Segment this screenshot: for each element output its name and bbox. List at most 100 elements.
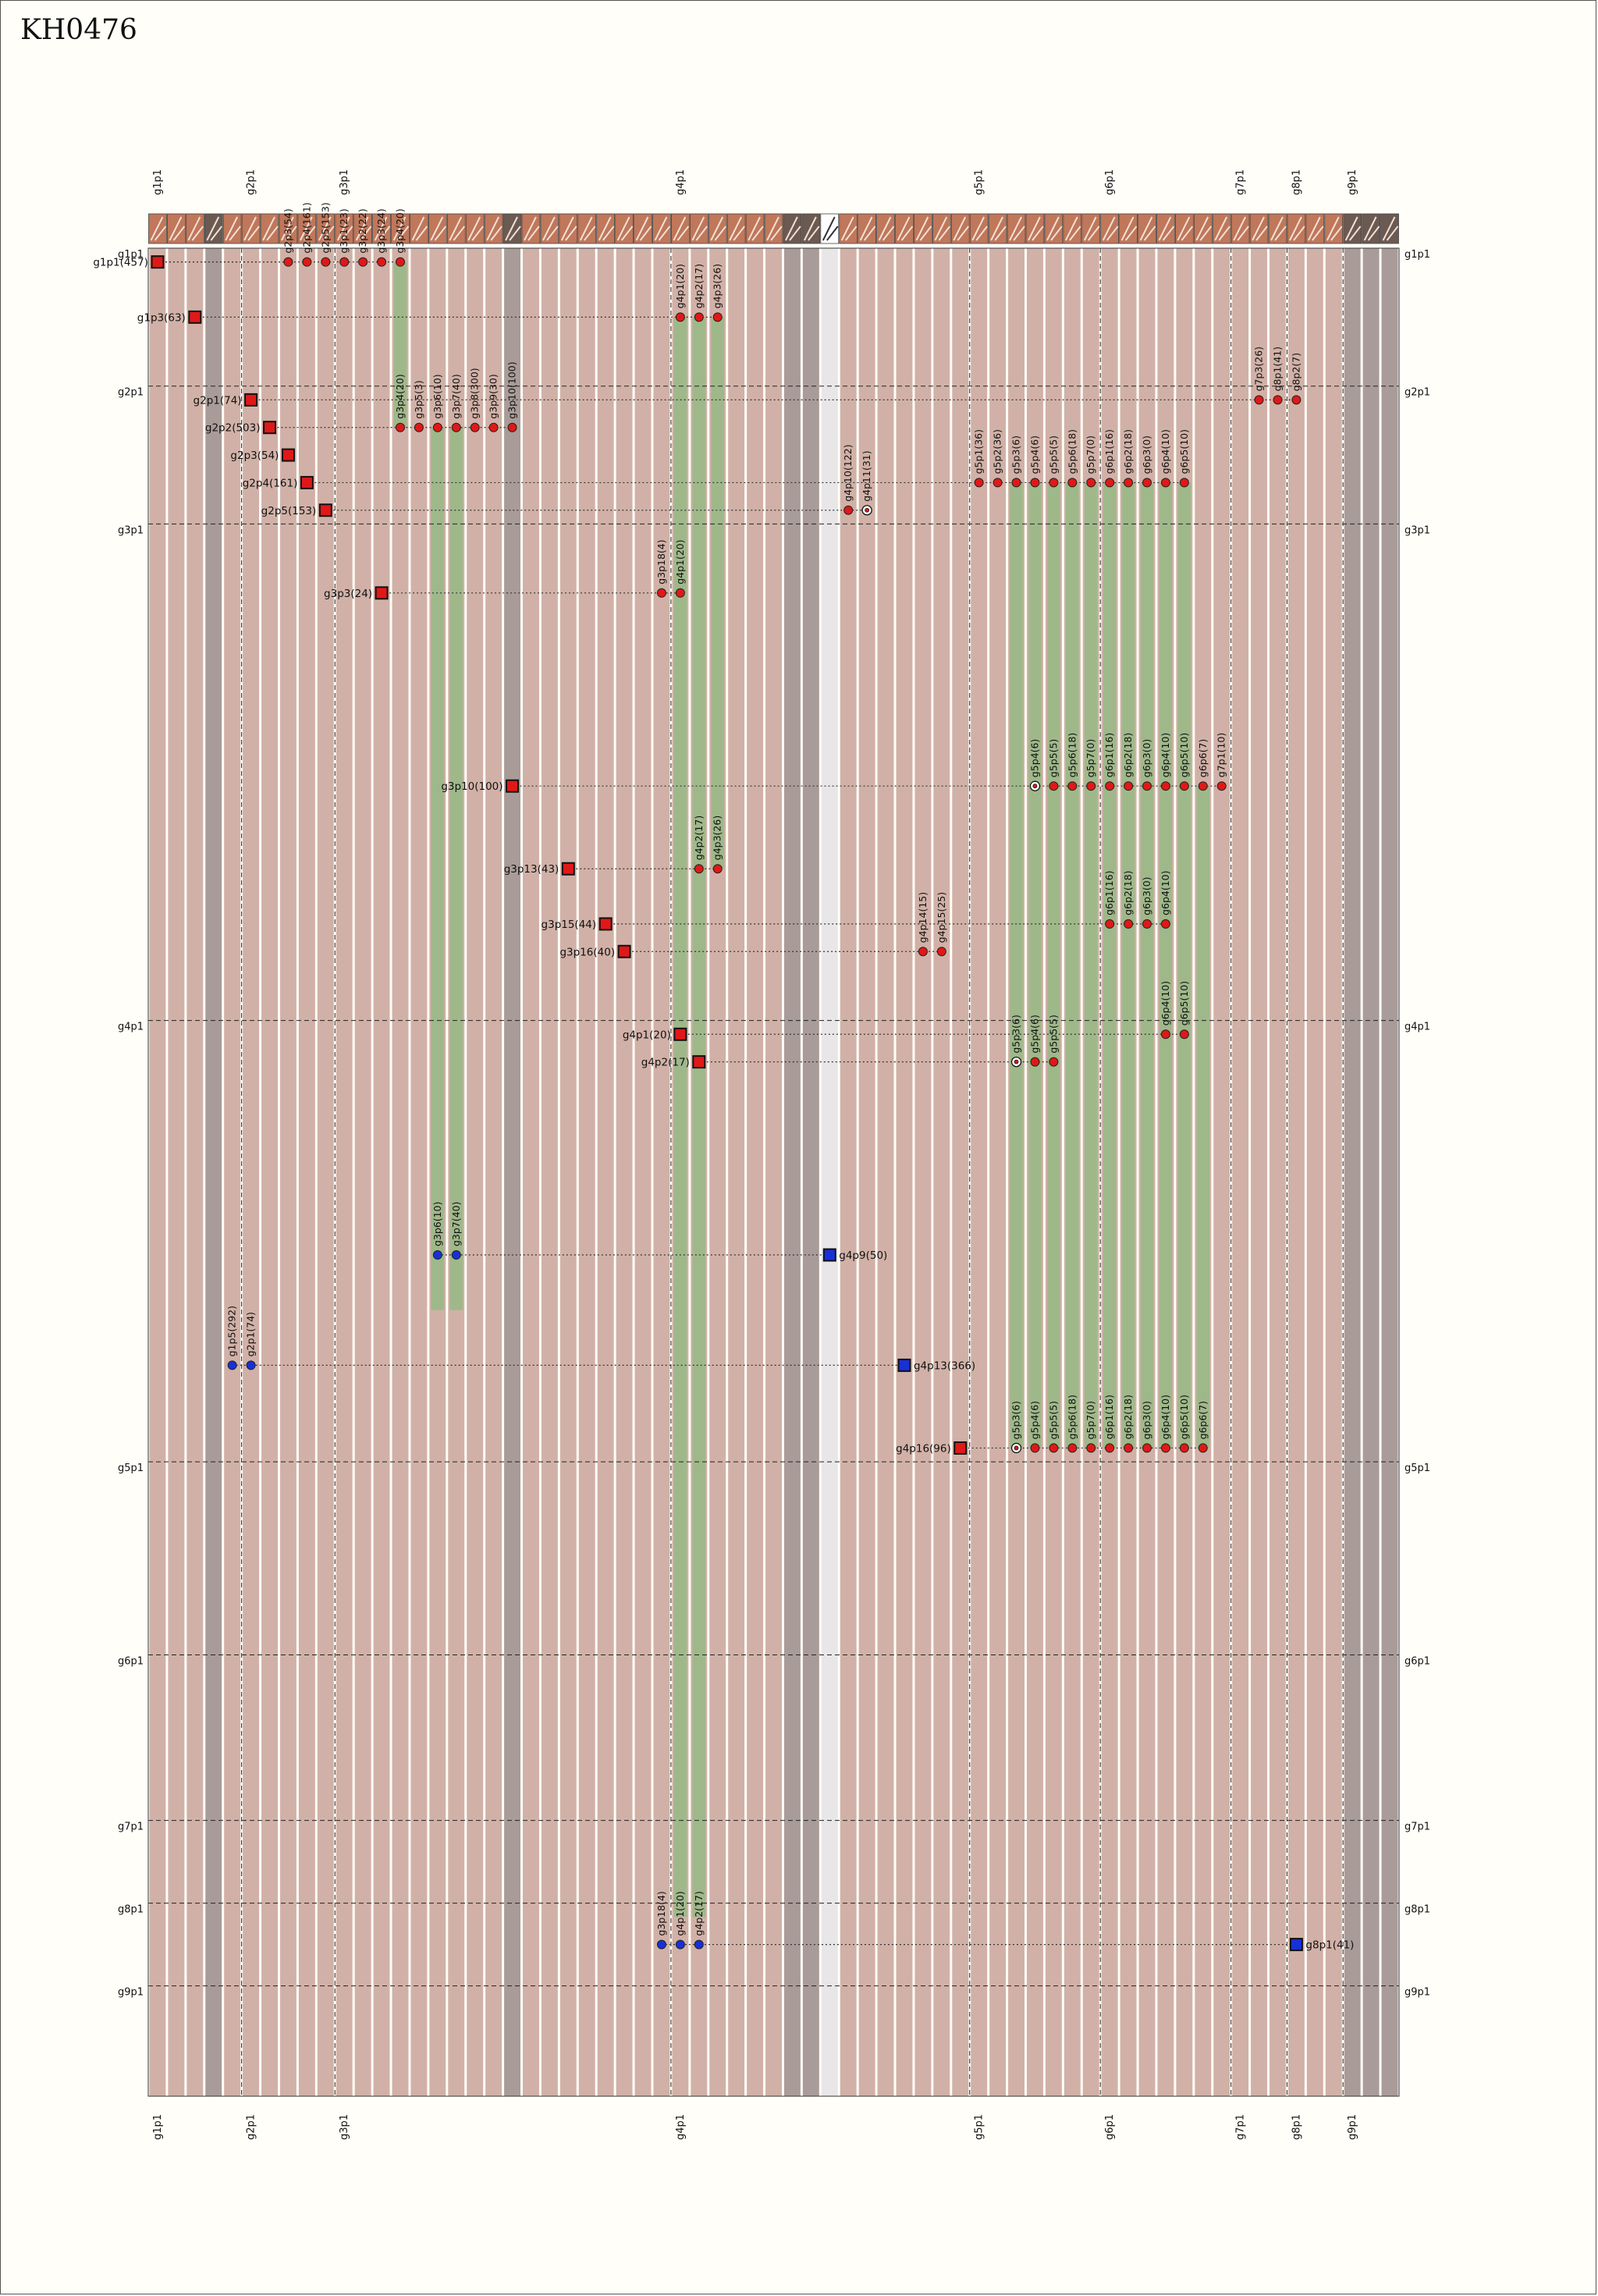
- swatch-hatch: [430, 216, 444, 241]
- blue-gene-dot: [451, 1250, 461, 1260]
- swatch-hatch: [729, 216, 743, 241]
- swatch-hatch: [882, 226, 895, 241]
- anchor-label: g4p13(366): [914, 1359, 975, 1372]
- swatch-hatch: [676, 226, 690, 241]
- swatch-hatch: [766, 216, 779, 241]
- gene-label: g6p1(16): [1103, 870, 1115, 915]
- red-anchor-square: [598, 917, 613, 931]
- blue-gene-dot: [656, 1939, 666, 1949]
- swatch-hatch: [505, 216, 518, 241]
- swatch-hatch: [243, 216, 257, 241]
- swatch-hatch: [392, 216, 407, 241]
- anchor-label: g2p2(503): [205, 422, 261, 435]
- red-gene-dot: [1291, 395, 1301, 405]
- red-gene-dot: [1124, 781, 1134, 791]
- red-anchor-square: [673, 1027, 687, 1041]
- gene-label: g6p2(18): [1122, 429, 1134, 474]
- red-gene-dot: [1030, 1443, 1040, 1453]
- gene-label: g1p5(292): [226, 1306, 238, 1356]
- gene-label: g4p1(20): [674, 1891, 686, 1935]
- row-group-label-right: g8p1: [1404, 1904, 1430, 1916]
- blue-gene-dot: [675, 1939, 685, 1949]
- swatch-hatch: [714, 226, 726, 241]
- gene-label: g6p6(7): [1197, 739, 1209, 777]
- gene-label: g3p5(3): [413, 380, 424, 418]
- column-stripe: [186, 248, 204, 2096]
- row-group-label-right: g6p1: [1404, 1656, 1430, 1668]
- swatch-hatch: [803, 216, 817, 241]
- swatch-hatch: [733, 226, 745, 241]
- gene-label: g6p5(10): [1178, 1395, 1190, 1439]
- red-anchor-square: [300, 475, 314, 489]
- blue-anchor-square: [897, 1358, 911, 1372]
- gene-label: g6p3(0): [1141, 1401, 1152, 1439]
- red-anchor-square: [692, 1055, 706, 1069]
- swatch-hatch: [602, 226, 615, 241]
- gene-label: g5p5(5): [1047, 1401, 1059, 1439]
- red-gene-dot: [1216, 781, 1227, 791]
- gene-label: g3p9(30): [488, 374, 499, 418]
- gene-label: g5p4(6): [1028, 435, 1040, 474]
- column-stripe: [802, 248, 819, 2096]
- swatch-hatch: [1382, 216, 1396, 241]
- gene-label: g4p3(26): [712, 264, 723, 308]
- swatch-hatch: [154, 226, 167, 241]
- swatch-hatch: [658, 226, 671, 241]
- gene-label: g2p5(153): [319, 202, 331, 253]
- swatch-hatch: [172, 226, 186, 241]
- red-gene-dot: [1198, 781, 1208, 791]
- swatch-hatch: [1009, 216, 1022, 241]
- red-gene-dot: [675, 312, 685, 322]
- column-stripe: [1232, 248, 1249, 2096]
- column-stripe: [261, 248, 278, 2096]
- red-gene-dot: [1105, 919, 1115, 929]
- row-group-label-left: g6p1: [118, 1656, 144, 1668]
- swatch-hatch: [1158, 216, 1172, 241]
- red-anchor-square: [188, 310, 202, 324]
- red-gene-dot: [843, 505, 854, 515]
- red-gene-dot: [321, 257, 331, 267]
- column-group-label-bottom: g6p1: [1104, 2114, 1116, 2140]
- column-stripe: [747, 248, 764, 2096]
- swatch-hatch: [546, 226, 559, 241]
- column-group-label-top: g5p1: [974, 169, 985, 195]
- red-gene-dot: [1105, 1443, 1115, 1453]
- swatch-hatch: [262, 216, 275, 241]
- column-stripe: [467, 248, 484, 2096]
- swatch-hatch: [1032, 226, 1044, 241]
- red-gene-dot: [1160, 1029, 1170, 1040]
- swatch-hatch: [1237, 226, 1249, 241]
- swatch-hatch: [1363, 216, 1377, 241]
- red-gene-dot: [993, 478, 1003, 488]
- swatch-hatch: [1214, 216, 1228, 241]
- red-gene-dot: [1142, 1443, 1152, 1453]
- gene-label: g6p4(10): [1159, 870, 1171, 915]
- synteny-band: [1121, 482, 1135, 1448]
- column-group-label-top: g1p1: [152, 169, 164, 195]
- gene-label: g5p3(6): [1010, 1015, 1022, 1053]
- red-gene-dot: [1160, 1443, 1170, 1453]
- anchor-label: g4p1(20): [623, 1029, 671, 1041]
- synteny-band: [1103, 482, 1117, 1448]
- gene-label: g6p2(18): [1122, 870, 1134, 915]
- row-group-label-right: g3p1: [1404, 524, 1430, 536]
- column-stripe: [765, 248, 782, 2096]
- gene-label: g6p4(10): [1159, 1395, 1171, 1439]
- column-stripe: [205, 248, 222, 2096]
- row-group-label-left: g8p1: [118, 1904, 144, 1916]
- swatch-hatch: [229, 226, 241, 241]
- red-gene-dot: [694, 864, 704, 874]
- red-gene-dot: [1086, 478, 1096, 488]
- column-stripe: [597, 248, 614, 2096]
- gene-label: g2p3(54): [282, 208, 293, 253]
- swatch-hatch: [304, 226, 316, 241]
- column-stripe: [485, 248, 502, 2096]
- red-gene-dot: [395, 422, 405, 432]
- gene-label: g4p1(20): [674, 264, 686, 308]
- swatch-hatch: [1013, 226, 1025, 241]
- red-gene-dot: [1160, 781, 1170, 791]
- swatch-hatch: [957, 226, 970, 241]
- gene-label: g6p2(18): [1122, 1395, 1134, 1439]
- gene-label: g5p3(6): [1010, 1401, 1022, 1439]
